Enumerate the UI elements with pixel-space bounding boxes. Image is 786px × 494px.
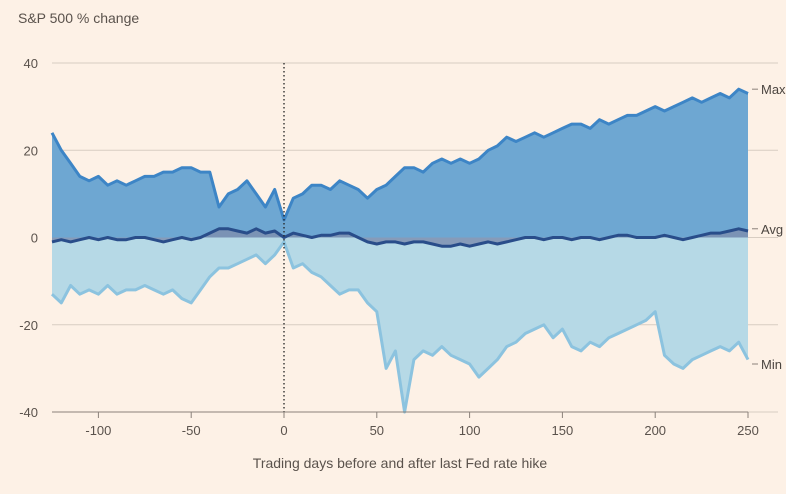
y-tick-label: 20 bbox=[24, 143, 38, 158]
y-tick-labels: 40 20 0 -20 -40 bbox=[19, 56, 38, 420]
x-tick-labels: -100 -50 0 50 100 150 200 250 bbox=[85, 412, 759, 438]
series-end-labels: Max Avg Min bbox=[752, 82, 786, 372]
x-tick-label: -100 bbox=[85, 423, 111, 438]
series-label-avg: Avg bbox=[761, 222, 783, 237]
min-area bbox=[52, 237, 748, 412]
min-line bbox=[50, 240, 750, 414]
x-tick-label: 200 bbox=[644, 423, 666, 438]
reference-line-group bbox=[52, 63, 748, 413]
max-line bbox=[50, 87, 749, 222]
x-tick-label: 150 bbox=[552, 423, 574, 438]
y-tick-label: 0 bbox=[31, 231, 38, 246]
x-axis-title: Trading days before and after last Fed r… bbox=[253, 455, 548, 471]
y-tick-label: 40 bbox=[24, 56, 38, 71]
series-label-min: Min bbox=[761, 357, 782, 372]
series-label-max: Max bbox=[761, 82, 786, 97]
x-tick-label: 0 bbox=[280, 423, 287, 438]
y-tick-label: -20 bbox=[19, 318, 38, 333]
series-lines bbox=[50, 87, 750, 414]
chart-title: S&P 500 % change bbox=[18, 10, 139, 26]
x-tick-label: -50 bbox=[182, 423, 201, 438]
max-area bbox=[52, 89, 748, 238]
avg-area bbox=[52, 228, 748, 247]
x-tick-label: 100 bbox=[459, 423, 481, 438]
x-tick-label: 250 bbox=[737, 423, 759, 438]
series-areas bbox=[52, 89, 748, 412]
x-tick-label: 50 bbox=[370, 423, 384, 438]
avg-line bbox=[51, 227, 749, 248]
y-tick-label: -40 bbox=[19, 405, 38, 420]
